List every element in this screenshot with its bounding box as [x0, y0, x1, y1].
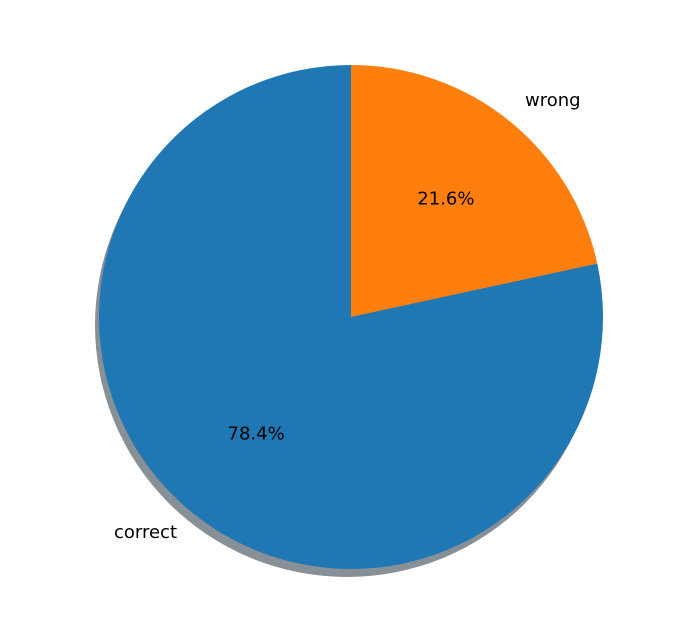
pie-labels: wrong 21.6% correct 78.4%: [114, 90, 581, 543]
slice-label-correct: correct: [114, 522, 177, 543]
pie-slice-correct: [98, 65, 603, 569]
slice-label-wrong: wrong: [525, 90, 581, 111]
pie-slice-wrong: [351, 65, 598, 317]
pie-slices: [98, 65, 603, 569]
slice-percent-wrong: 21.6%: [417, 188, 474, 209]
slice-percent-correct: 78.4%: [228, 424, 285, 445]
